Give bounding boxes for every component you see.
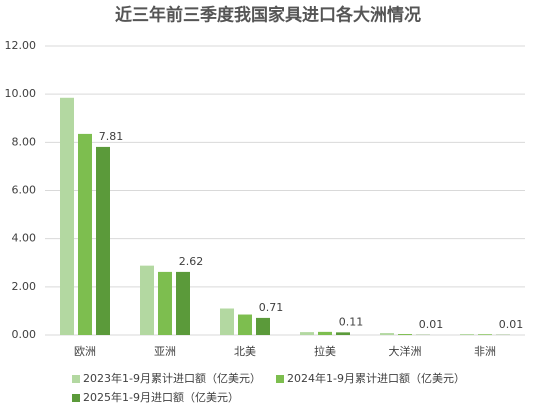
y-tick-label: 6.00 [12, 184, 37, 197]
y-tick-label: 2.00 [12, 280, 37, 293]
bar [380, 333, 394, 335]
bar [460, 334, 474, 335]
bar [256, 317, 270, 335]
chart-title: 近三年前三季度我国家具进口各大洲情况 [115, 5, 421, 26]
y-tick-label: 0.00 [12, 328, 37, 341]
bar [220, 308, 234, 335]
bar [336, 332, 350, 335]
bar [60, 97, 74, 335]
x-tick-label: 亚洲 [154, 345, 176, 358]
x-tick-label: 大洋洲 [389, 344, 422, 358]
data-label: 0.71 [259, 301, 284, 314]
legend-swatch [72, 394, 80, 402]
x-tick-label: 北美 [234, 345, 256, 358]
legend-label: 2023年1-9月累计进口额（亿美元） [83, 371, 261, 385]
y-tick-label: 12.00 [5, 39, 37, 52]
x-tick-label: 拉美 [314, 344, 336, 358]
bar [318, 331, 332, 335]
y-tick-label: 8.00 [12, 135, 37, 148]
bar [398, 334, 412, 335]
x-tick-label: 非洲 [474, 345, 496, 358]
legend-label: 2025年1-9月进口额（亿美元） [83, 390, 239, 404]
bar [478, 334, 492, 335]
bar [176, 271, 190, 335]
data-label: 0.01 [419, 318, 444, 331]
bar [158, 271, 172, 335]
bar [78, 133, 92, 335]
y-tick-label: 4.00 [12, 232, 37, 245]
bar [140, 265, 154, 335]
bar [300, 332, 314, 335]
data-label: 0.11 [339, 315, 364, 328]
bar [96, 146, 110, 335]
legend-swatch [72, 375, 80, 383]
legend-label: 2024年1-9月累计进口额（亿美元） [287, 371, 465, 385]
y-tick-label: 10.00 [5, 87, 37, 100]
x-tick-label: 欧洲 [74, 345, 96, 358]
data-label: 0.01 [499, 318, 524, 331]
data-label: 7.81 [99, 130, 124, 143]
legend-swatch [276, 375, 284, 383]
data-label: 2.62 [179, 255, 204, 268]
bar [238, 314, 252, 335]
